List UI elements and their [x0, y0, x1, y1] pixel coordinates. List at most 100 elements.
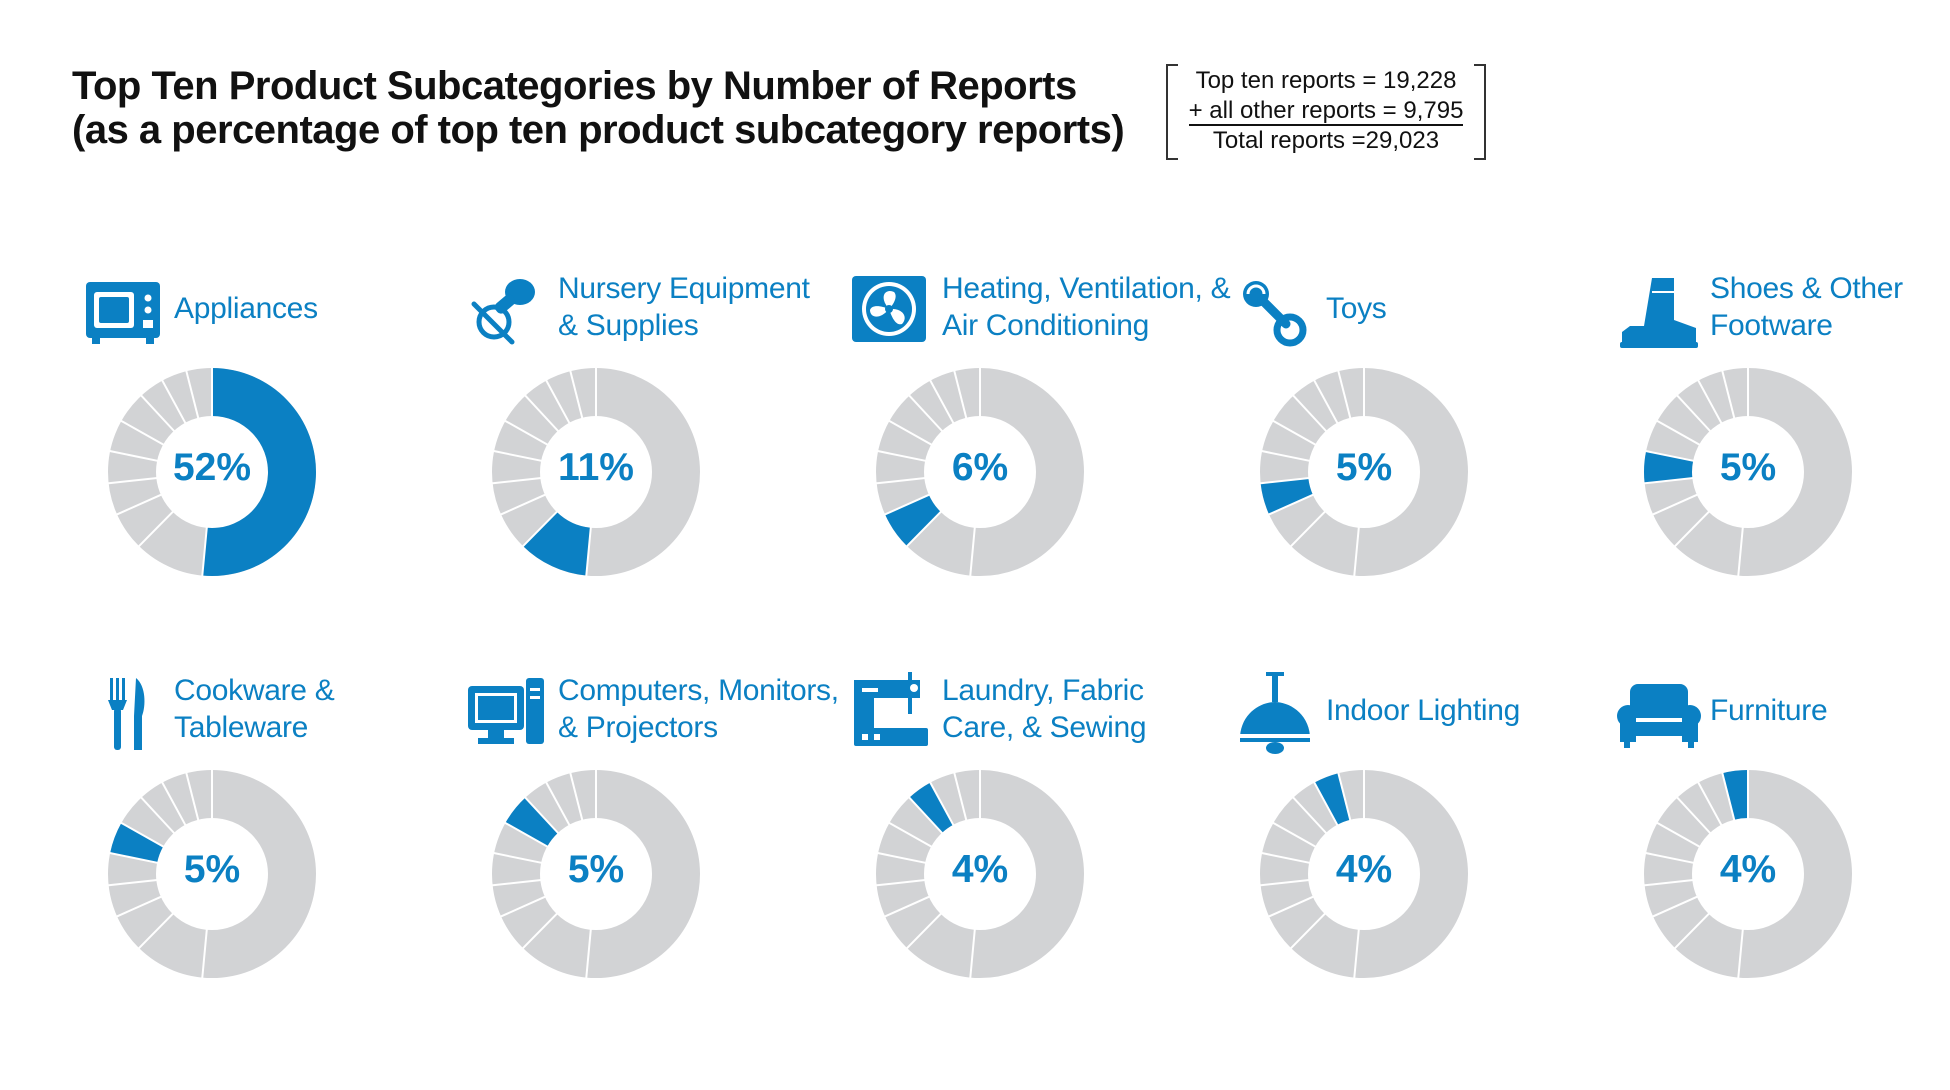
chart-title: Top Ten Product Subcategories by Number … — [72, 64, 1125, 152]
donut-divider — [876, 851, 927, 864]
donut-divider — [1737, 928, 1744, 979]
category-label: Toys — [1326, 290, 1387, 327]
donut-divider — [492, 851, 543, 864]
pendant-lamp-icon — [1240, 672, 1310, 754]
donut-divider — [523, 394, 560, 433]
boot-icon — [1620, 278, 1698, 348]
donut-divider — [953, 771, 968, 821]
donut-divider — [1644, 449, 1695, 462]
donut-divider — [504, 419, 549, 446]
donut-divider — [883, 895, 931, 918]
computer-icon — [468, 678, 544, 744]
chart-panel: Computers, Monitors, & Projectors 5% — [464, 670, 844, 1090]
category-label: Cookware & Tableware — [174, 672, 335, 746]
donut-divider — [201, 928, 208, 979]
donut-divider — [1272, 821, 1317, 848]
donut-divider — [953, 369, 968, 419]
chart-panel: Cookware & Tableware 5% — [80, 670, 460, 1090]
donut-chart — [1259, 367, 1468, 577]
percentage-label: 52% — [172, 446, 252, 489]
donut-divider — [569, 771, 584, 821]
donut-chart — [107, 769, 316, 979]
donut-divider — [1291, 394, 1328, 433]
donut-divider — [1260, 851, 1311, 864]
microwave-icon — [86, 282, 160, 344]
donut-divider — [1643, 476, 1694, 485]
donut-divider — [1644, 851, 1695, 864]
donut-segment-highlight — [885, 494, 941, 547]
sewing-machine-icon — [854, 672, 928, 746]
donut-divider — [115, 493, 163, 516]
category-label-line: Indoor Lighting — [1326, 694, 1520, 727]
donut-divider — [1673, 510, 1711, 548]
category-label-line: Appliances — [174, 292, 318, 325]
donut-divider — [120, 821, 165, 848]
percentage-label: 5% — [567, 848, 625, 891]
chart-panel: Furniture 4% — [1616, 670, 1950, 1090]
donut-divider — [928, 379, 955, 425]
donut-divider — [1272, 419, 1317, 446]
donut-divider — [1289, 510, 1327, 548]
chart-panel: Nursery Equipment & Supplies 11% — [464, 268, 844, 688]
totals-total: Total reports =29,023 — [1212, 127, 1440, 154]
donut-divider — [1721, 369, 1736, 419]
donut-divider — [1260, 449, 1311, 462]
donut-divider — [905, 912, 943, 950]
donut-divider — [521, 510, 559, 548]
category-label-line: & Supplies — [558, 309, 699, 342]
donut-divider — [1656, 419, 1701, 446]
donut-divider — [107, 878, 158, 887]
category-label-line: Toys — [1326, 292, 1387, 325]
donut-divider — [499, 493, 547, 516]
donut-divider — [1312, 379, 1339, 425]
category-label: Computers, Monitors, & Projectors — [558, 672, 839, 746]
category-label: Nursery Equipment & Supplies — [558, 270, 810, 344]
sofa-icon — [1617, 684, 1701, 748]
chart-panel: Heating, Ventilation, & Air Conditioning 6… — [848, 268, 1231, 688]
donut-divider — [1267, 493, 1315, 516]
rattle-icon — [1243, 281, 1307, 347]
pacifier-icon — [471, 279, 535, 345]
donut-segment-highlight — [505, 797, 558, 847]
percentage-label: 5% — [1719, 446, 1777, 489]
donut-divider — [137, 912, 175, 950]
donut-divider — [875, 878, 926, 887]
category-label: Shoes & Other Footware — [1710, 270, 1903, 344]
category-label-line: Laundry, Fabric — [942, 674, 1144, 707]
donut-divider — [875, 476, 926, 485]
category-label-line: Cookware & — [174, 674, 335, 707]
donut-divider — [523, 796, 560, 835]
donut-divider — [883, 493, 931, 516]
percentage-label: 4% — [1335, 848, 1393, 891]
donut-divider — [139, 796, 176, 835]
donut-divider — [137, 510, 175, 548]
percentage-label: 11% — [558, 446, 634, 489]
donut-divider — [1656, 821, 1701, 848]
donut-divider — [1259, 878, 1310, 887]
category-label-line: Nursery Equipment — [558, 272, 810, 305]
donut-chart — [1643, 769, 1852, 979]
bracket-right — [1474, 64, 1486, 160]
category-label-line: Footware — [1710, 309, 1833, 342]
chart-panel: Appliances 52% — [80, 268, 460, 688]
donut-divider — [1643, 878, 1694, 887]
donut-divider — [544, 379, 571, 425]
donut-divider — [160, 781, 187, 827]
category-label: Appliances — [174, 290, 318, 327]
donut-divider — [969, 928, 976, 979]
chart-panel: Indoor Lighting 4% — [1232, 670, 1612, 1090]
title-line-2: (as a percentage of top ten product subc… — [72, 108, 1125, 152]
donut-divider — [585, 928, 592, 979]
donut-chart — [491, 367, 700, 577]
donut-divider — [1259, 476, 1310, 485]
category-label-line: Air Conditioning — [942, 309, 1149, 342]
donut-chart — [1643, 367, 1852, 577]
donut-divider — [1651, 895, 1699, 918]
donut-divider — [585, 526, 592, 577]
donut-chart — [1259, 769, 1468, 979]
donut-divider — [1353, 526, 1360, 577]
donut-chart — [107, 367, 317, 577]
donut-divider — [1721, 771, 1736, 821]
donut-segment-highlight — [523, 511, 591, 576]
title-line-1: Top Ten Product Subcategories by Number … — [72, 64, 1077, 108]
